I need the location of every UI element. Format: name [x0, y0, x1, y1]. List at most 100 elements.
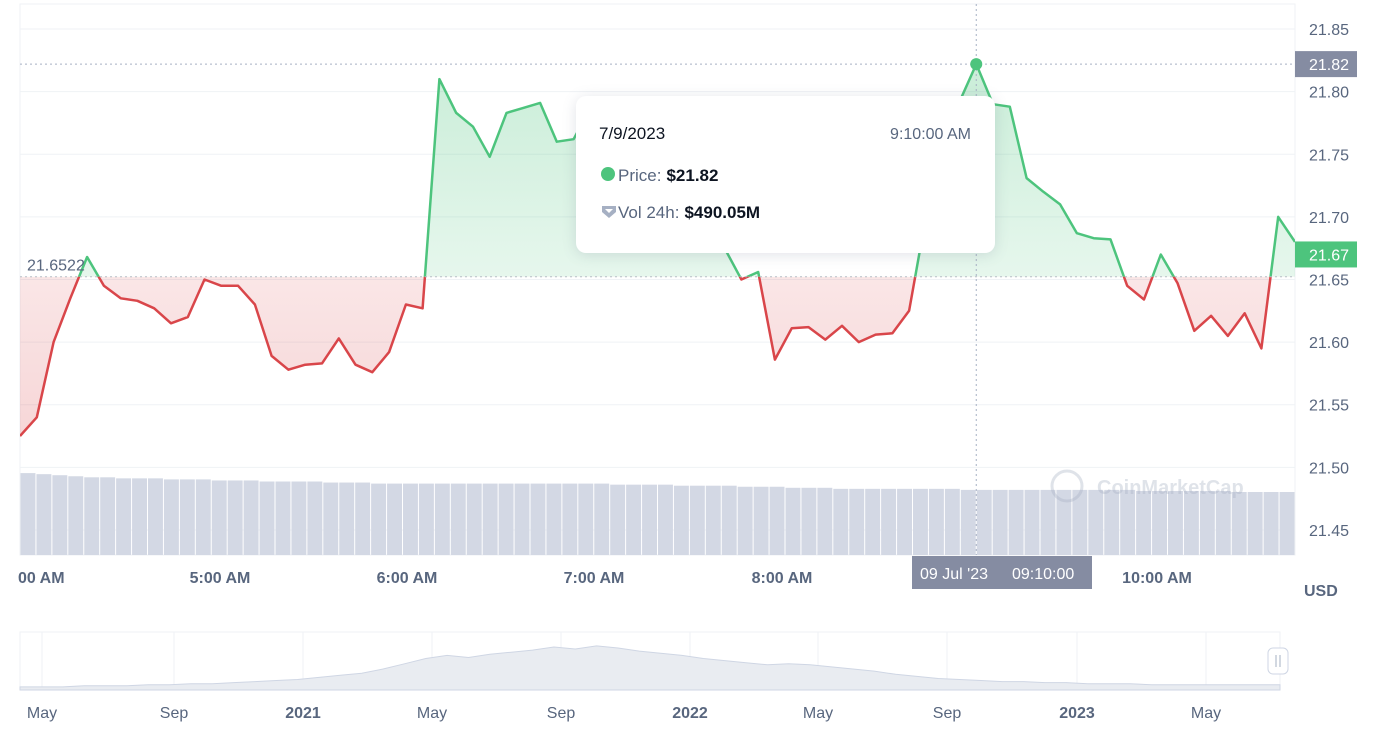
volume-bar — [1247, 492, 1263, 555]
volume-bar — [673, 485, 689, 555]
volume-bar — [227, 480, 243, 555]
volume-bar — [36, 474, 52, 555]
volume-bar — [1183, 490, 1199, 555]
volume-bar — [626, 484, 642, 555]
volume-bar — [243, 480, 259, 555]
navigator-label: May — [1191, 705, 1221, 722]
hover-date-badge-bg — [912, 556, 1092, 589]
volume-bar — [1215, 490, 1231, 555]
navigator-label: 2022 — [672, 705, 708, 722]
volume-bar — [1008, 489, 1024, 555]
watermark-text: CoinMarketCap — [1097, 477, 1244, 499]
volume-bar — [530, 483, 546, 555]
volume-bar — [769, 486, 785, 555]
x-tick-label: 10:00 AM — [1122, 570, 1192, 587]
tooltip-time: 9:10:00 AM — [890, 126, 971, 143]
volume-bar — [658, 484, 673, 555]
volume-bar — [881, 488, 897, 555]
current-price-badge-bg — [1295, 241, 1357, 268]
navigator-area — [19, 645, 1281, 691]
volume-bar — [323, 482, 339, 555]
navigator-handle[interactable] — [1267, 647, 1289, 675]
volume-bar — [418, 483, 434, 555]
volume-bar — [403, 483, 418, 555]
volume-bar — [84, 477, 100, 555]
volume-bar — [1040, 489, 1056, 555]
volume-bar — [1152, 490, 1167, 555]
tooltip-price-row: Price: $21.82 — [598, 166, 718, 186]
navigator-handle-bg — [1267, 647, 1289, 675]
navigator-label: Sep — [547, 705, 576, 722]
volume-bar — [1104, 489, 1120, 555]
volume-bar — [450, 483, 466, 555]
volume-bar — [546, 483, 562, 555]
watermark-icon — [1050, 469, 1084, 503]
navigator-label: 2023 — [1059, 705, 1095, 722]
volume-bar — [562, 483, 578, 555]
y-tick-label: 21.60 — [1309, 335, 1349, 352]
hover-price-badge-text: 21.82 — [1309, 57, 1349, 74]
hover-time-text: 09:10:00 — [1012, 566, 1074, 583]
volume-bar — [1120, 489, 1136, 555]
y-tick-label: 21.85 — [1309, 22, 1349, 39]
currency-label: USD — [1304, 583, 1338, 600]
y-tick-label: 21.80 — [1309, 85, 1349, 102]
navigator-label: May — [803, 705, 833, 722]
volume-bar — [1279, 492, 1295, 555]
price-line-down — [20, 276, 1272, 437]
volume-bar — [195, 479, 211, 555]
volume-bar — [20, 473, 36, 555]
hover-tooltip: 7/9/2023 9:10:00 AM Price: $21.82 Vol 24h… — [576, 96, 995, 253]
tooltip-price-value: $21.82 — [666, 166, 719, 185]
volume-bar — [849, 488, 865, 555]
volume-bar — [721, 485, 737, 555]
y-tick-label: 21.55 — [1309, 398, 1349, 415]
volume-bar — [291, 481, 307, 555]
volume-bar — [610, 484, 626, 555]
tooltip-price-label: Price: — [618, 166, 662, 185]
volume-bar — [355, 482, 371, 555]
tooltip-volume-value: $490.05M — [684, 203, 761, 222]
navigator-label: May — [27, 705, 57, 722]
volume-bar — [307, 481, 323, 555]
volume-bar — [275, 481, 291, 555]
volume-bar — [68, 476, 84, 555]
volume-bar — [801, 487, 817, 555]
hover-date-text: 09 Jul '23 — [920, 566, 988, 583]
volume-bar — [434, 483, 450, 555]
watermark-logo: CoinMarketCap — [1050, 469, 1244, 503]
volume-bar — [578, 483, 594, 555]
x-tick-label: 8:00 AM — [752, 570, 813, 587]
hover-date-badge: 09 Jul '23 09:10:00 — [912, 556, 1092, 589]
x-tick-label: 5:00 AM — [190, 570, 251, 587]
volume-bar — [116, 478, 132, 555]
volume-bar — [689, 485, 705, 555]
volume-bar — [1263, 492, 1279, 555]
volume-bar — [1024, 489, 1040, 555]
volume-bar — [1088, 489, 1104, 555]
current-price-badge-text: 21.67 — [1309, 247, 1349, 264]
tooltip-volume-row: Vol 24h: $490.05M — [598, 203, 760, 223]
y-tick-label: 21.75 — [1309, 147, 1349, 164]
tooltip-date: 7/9/2023 — [599, 124, 666, 143]
volume-bar — [897, 488, 912, 555]
volume-bar — [976, 489, 992, 555]
volume-bar — [705, 485, 721, 555]
volume-bar — [371, 483, 387, 555]
volume-bar — [865, 488, 881, 555]
volume-bar — [960, 489, 976, 555]
hover-point — [970, 58, 983, 71]
volume-bar — [785, 487, 801, 555]
price-dot-icon — [601, 167, 615, 181]
navigator-label: Sep — [160, 705, 189, 722]
volume-bar — [514, 483, 530, 555]
volume-bar — [339, 482, 355, 555]
volume-icon — [602, 206, 616, 218]
navigator-label: May — [417, 705, 447, 722]
volume-bar — [498, 483, 514, 555]
volume-bar — [1231, 492, 1247, 555]
volume-bar — [1199, 490, 1215, 555]
y-tick-label: 21.65 — [1309, 273, 1349, 290]
volume-bar — [132, 478, 147, 555]
navigator-label: 2021 — [285, 705, 321, 722]
